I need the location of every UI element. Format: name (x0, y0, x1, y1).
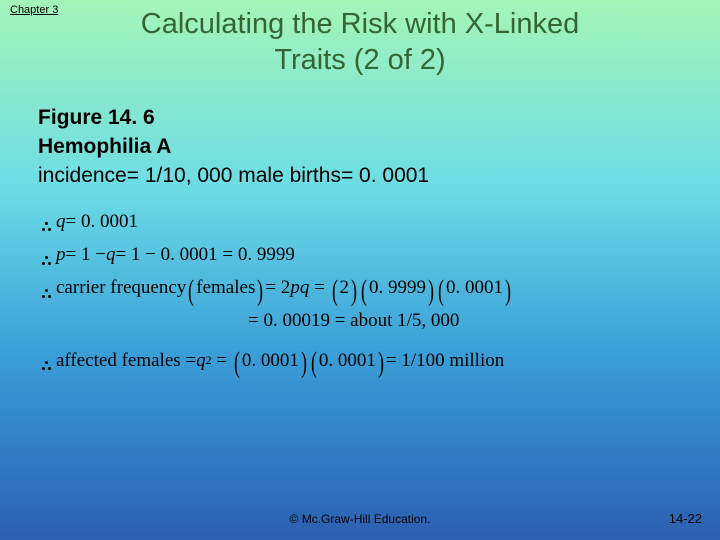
title-line-2: Traits (2 of 2) (274, 44, 445, 76)
q-value: = 0. 0001 (66, 205, 138, 238)
page-number: 14-22 (669, 511, 702, 526)
carrier-result: = 0. 00019 = about 1/5, 000 (248, 304, 459, 337)
affected-v1: 0. 0001 (242, 344, 299, 377)
slide-title: Calculating the Risk with X-Linked Trait… (0, 0, 720, 79)
figure-label: Figure 14. 6 (38, 103, 682, 132)
carrier-v2: 0. 9999 (369, 271, 426, 304)
affected-result: = 1/100 million (386, 344, 504, 377)
math-row-carrier-result: = 0. 00019 = about 1/5, 000 (38, 304, 682, 337)
title-line-1: Calculating the Risk with X-Linked (141, 8, 579, 40)
math-row-affected: affected females = q2 = (0. 0001)(0. 000… (38, 344, 682, 377)
carrier-paren-text: females (196, 271, 255, 304)
condition-name: Hemophilia A (38, 132, 682, 161)
carrier-eq: = 2 (265, 271, 290, 304)
math-row-carrier: carrier frequency (females) = 2pq = (2)(… (38, 271, 682, 304)
carrier-label: carrier frequency (56, 271, 186, 304)
p-eq-part2: = 1 − 0. 0001 = 0. 9999 (115, 238, 294, 271)
incidence-line: incidence= 1/10, 000 male births= 0. 000… (38, 161, 682, 190)
carrier-v1: 2 (340, 271, 350, 304)
chapter-label: Chapter 3 (10, 4, 58, 16)
content-area: Figure 14. 6 Hemophilia A incidence= 1/1… (0, 79, 720, 377)
p-eq-part1: = 1 − (66, 238, 106, 271)
affected-label: affected females = (56, 344, 196, 377)
carrier-v3: 0. 0001 (446, 271, 503, 304)
math-block: q = 0. 0001 p = 1 − q = 1 − 0. 0001 = 0.… (38, 205, 682, 377)
math-row-p: p = 1 − q = 1 − 0. 0001 = 0. 9999 (38, 238, 682, 271)
math-row-q: q = 0. 0001 (38, 205, 682, 238)
copyright-text: © Mc.Graw-Hill Education. (0, 512, 720, 526)
affected-v2: 0. 0001 (319, 344, 376, 377)
